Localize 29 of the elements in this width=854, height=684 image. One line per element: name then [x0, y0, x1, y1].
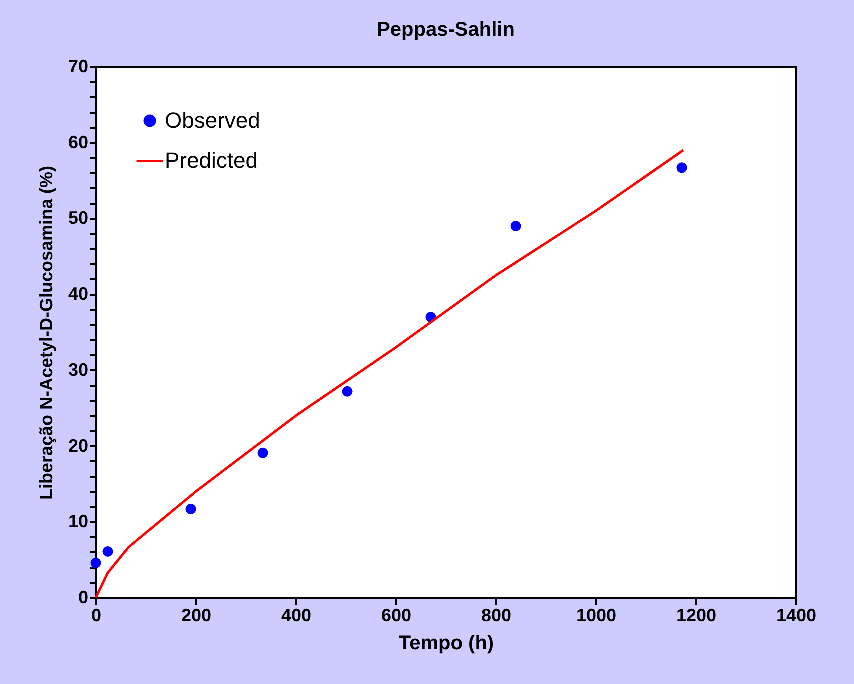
- point: [342, 386, 353, 397]
- point: [186, 504, 196, 514]
- legend-label: Predicted: [165, 148, 258, 173]
- x-axis-title: Tempo (h): [398, 632, 494, 654]
- y-tick-label: 20: [68, 436, 88, 456]
- y-axis-title: Liberação N-Acetyl-D-Glucosamina (%): [36, 166, 56, 500]
- point: [510, 221, 522, 232]
- y-tick-label: 10: [68, 512, 88, 532]
- point: [676, 162, 688, 174]
- point: [102, 546, 114, 557]
- y-tick-label: 40: [68, 284, 88, 304]
- x-tick-label: 600: [381, 606, 412, 626]
- point: [258, 448, 268, 458]
- y-tick-label: 50: [68, 208, 88, 228]
- x-tick-label: 1000: [576, 606, 617, 626]
- x-tick-label: 400: [281, 606, 312, 626]
- point: [90, 558, 102, 568]
- x-tick-label: 800: [481, 606, 512, 626]
- x-tick-label: 1200: [676, 606, 717, 626]
- x-tick-label: 200: [181, 606, 212, 626]
- x-tick-label: 1400: [776, 606, 817, 626]
- legend-label: Observed: [165, 108, 260, 133]
- y-tick-label: 60: [68, 132, 88, 152]
- chart-title: Peppas-Sahlin: [377, 19, 515, 41]
- y-tick-label: 0: [78, 588, 88, 608]
- x-tick-label: 0: [91, 606, 102, 626]
- y-tick-label: 70: [68, 56, 88, 76]
- y-tick-label: 30: [68, 360, 88, 380]
- line-series: [94, 149, 685, 600]
